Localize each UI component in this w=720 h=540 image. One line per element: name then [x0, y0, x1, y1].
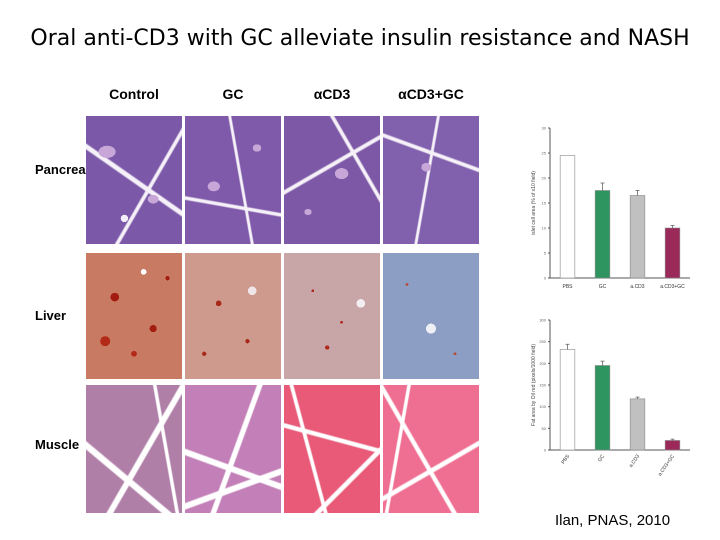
liver-control-micrograph — [86, 253, 182, 379]
x-category-label: PBS — [562, 284, 573, 290]
muscle-control-micrograph — [86, 385, 182, 513]
bar-a-cd3-gc — [664, 227, 681, 279]
liver-gc-micrograph — [185, 253, 281, 379]
bar-a-cd3-gc — [664, 440, 681, 451]
y-tick-label: 10 — [542, 226, 547, 231]
muscle-acd3-micrograph — [284, 385, 380, 513]
x-category-label: a.CD3 — [628, 454, 641, 469]
bar-pbs — [559, 155, 576, 279]
bar-pbs — [559, 349, 576, 451]
x-category-label: GC — [597, 453, 606, 463]
y-tick-label: 15 — [542, 201, 547, 206]
x-category-label: a.CD3 — [630, 284, 644, 290]
x-category-label: PBS — [560, 453, 571, 465]
bar-gc — [594, 365, 611, 451]
pancreas-gc-micrograph — [185, 116, 281, 244]
liver-acd3-gc-micrograph — [383, 253, 479, 379]
x-category-label: a.CD3+GC — [657, 453, 676, 477]
fat-area-chart: 0 50 100 150 200 250 300 Fat area by Oil red (p… — [531, 318, 690, 477]
row-header-pancreas: Pancreas — [35, 162, 93, 177]
x-category-label: GC — [599, 284, 607, 290]
column-header-control: Control — [109, 86, 159, 102]
citation: Ilan, PNAS, 2010 — [555, 512, 671, 529]
y-tick-label: 0 — [544, 276, 547, 281]
pancreas-control-micrograph — [86, 116, 182, 244]
row-header-liver: Liver — [35, 308, 67, 323]
column-header-gc: GC — [222, 86, 244, 102]
pancreas-acd3-gc-micrograph — [383, 116, 479, 244]
column-header-acd3: αCD3 — [313, 86, 351, 102]
y-tick-label: 0 — [544, 448, 547, 453]
muscle-gc-micrograph — [185, 385, 281, 513]
bar-a-cd3 — [629, 398, 646, 451]
muscle-acd3-gc-micrograph — [383, 385, 479, 513]
y-tick-label: 30 — [542, 126, 547, 131]
column-header-acd3-gc: αCD3+GC — [398, 86, 464, 102]
liver-acd3-micrograph — [284, 253, 380, 379]
pancreas-acd3-micrograph — [284, 116, 380, 244]
y-tick-label: 200 — [539, 361, 546, 366]
chart-y-label: Fat area by Oil red (pixels/1000 field) — [531, 344, 537, 426]
y-tick-label: 300 — [539, 318, 546, 323]
y-tick-label: 250 — [539, 339, 546, 344]
y-tick-label: 50 — [542, 426, 547, 431]
y-tick-label: 150 — [539, 383, 546, 388]
islet-area-chart: 0 5 10 15 20 25 30 islet cell area (% of x10 fi… — [531, 126, 690, 290]
y-tick-label: 100 — [539, 404, 546, 409]
chart-y-label: islet cell area (% of x10 field) — [531, 171, 537, 235]
y-tick-label: 5 — [544, 251, 547, 256]
row-header-muscle: Muscle — [35, 437, 80, 452]
x-category-label: a.CD3+GC — [660, 284, 685, 290]
bar-gc — [594, 190, 611, 279]
y-tick-label: 25 — [542, 151, 547, 156]
bar-a-cd3 — [629, 195, 646, 279]
slide-title: Oral anti-CD3 with GC alleviate insulin … — [30, 26, 690, 51]
y-tick-label: 20 — [542, 176, 547, 181]
